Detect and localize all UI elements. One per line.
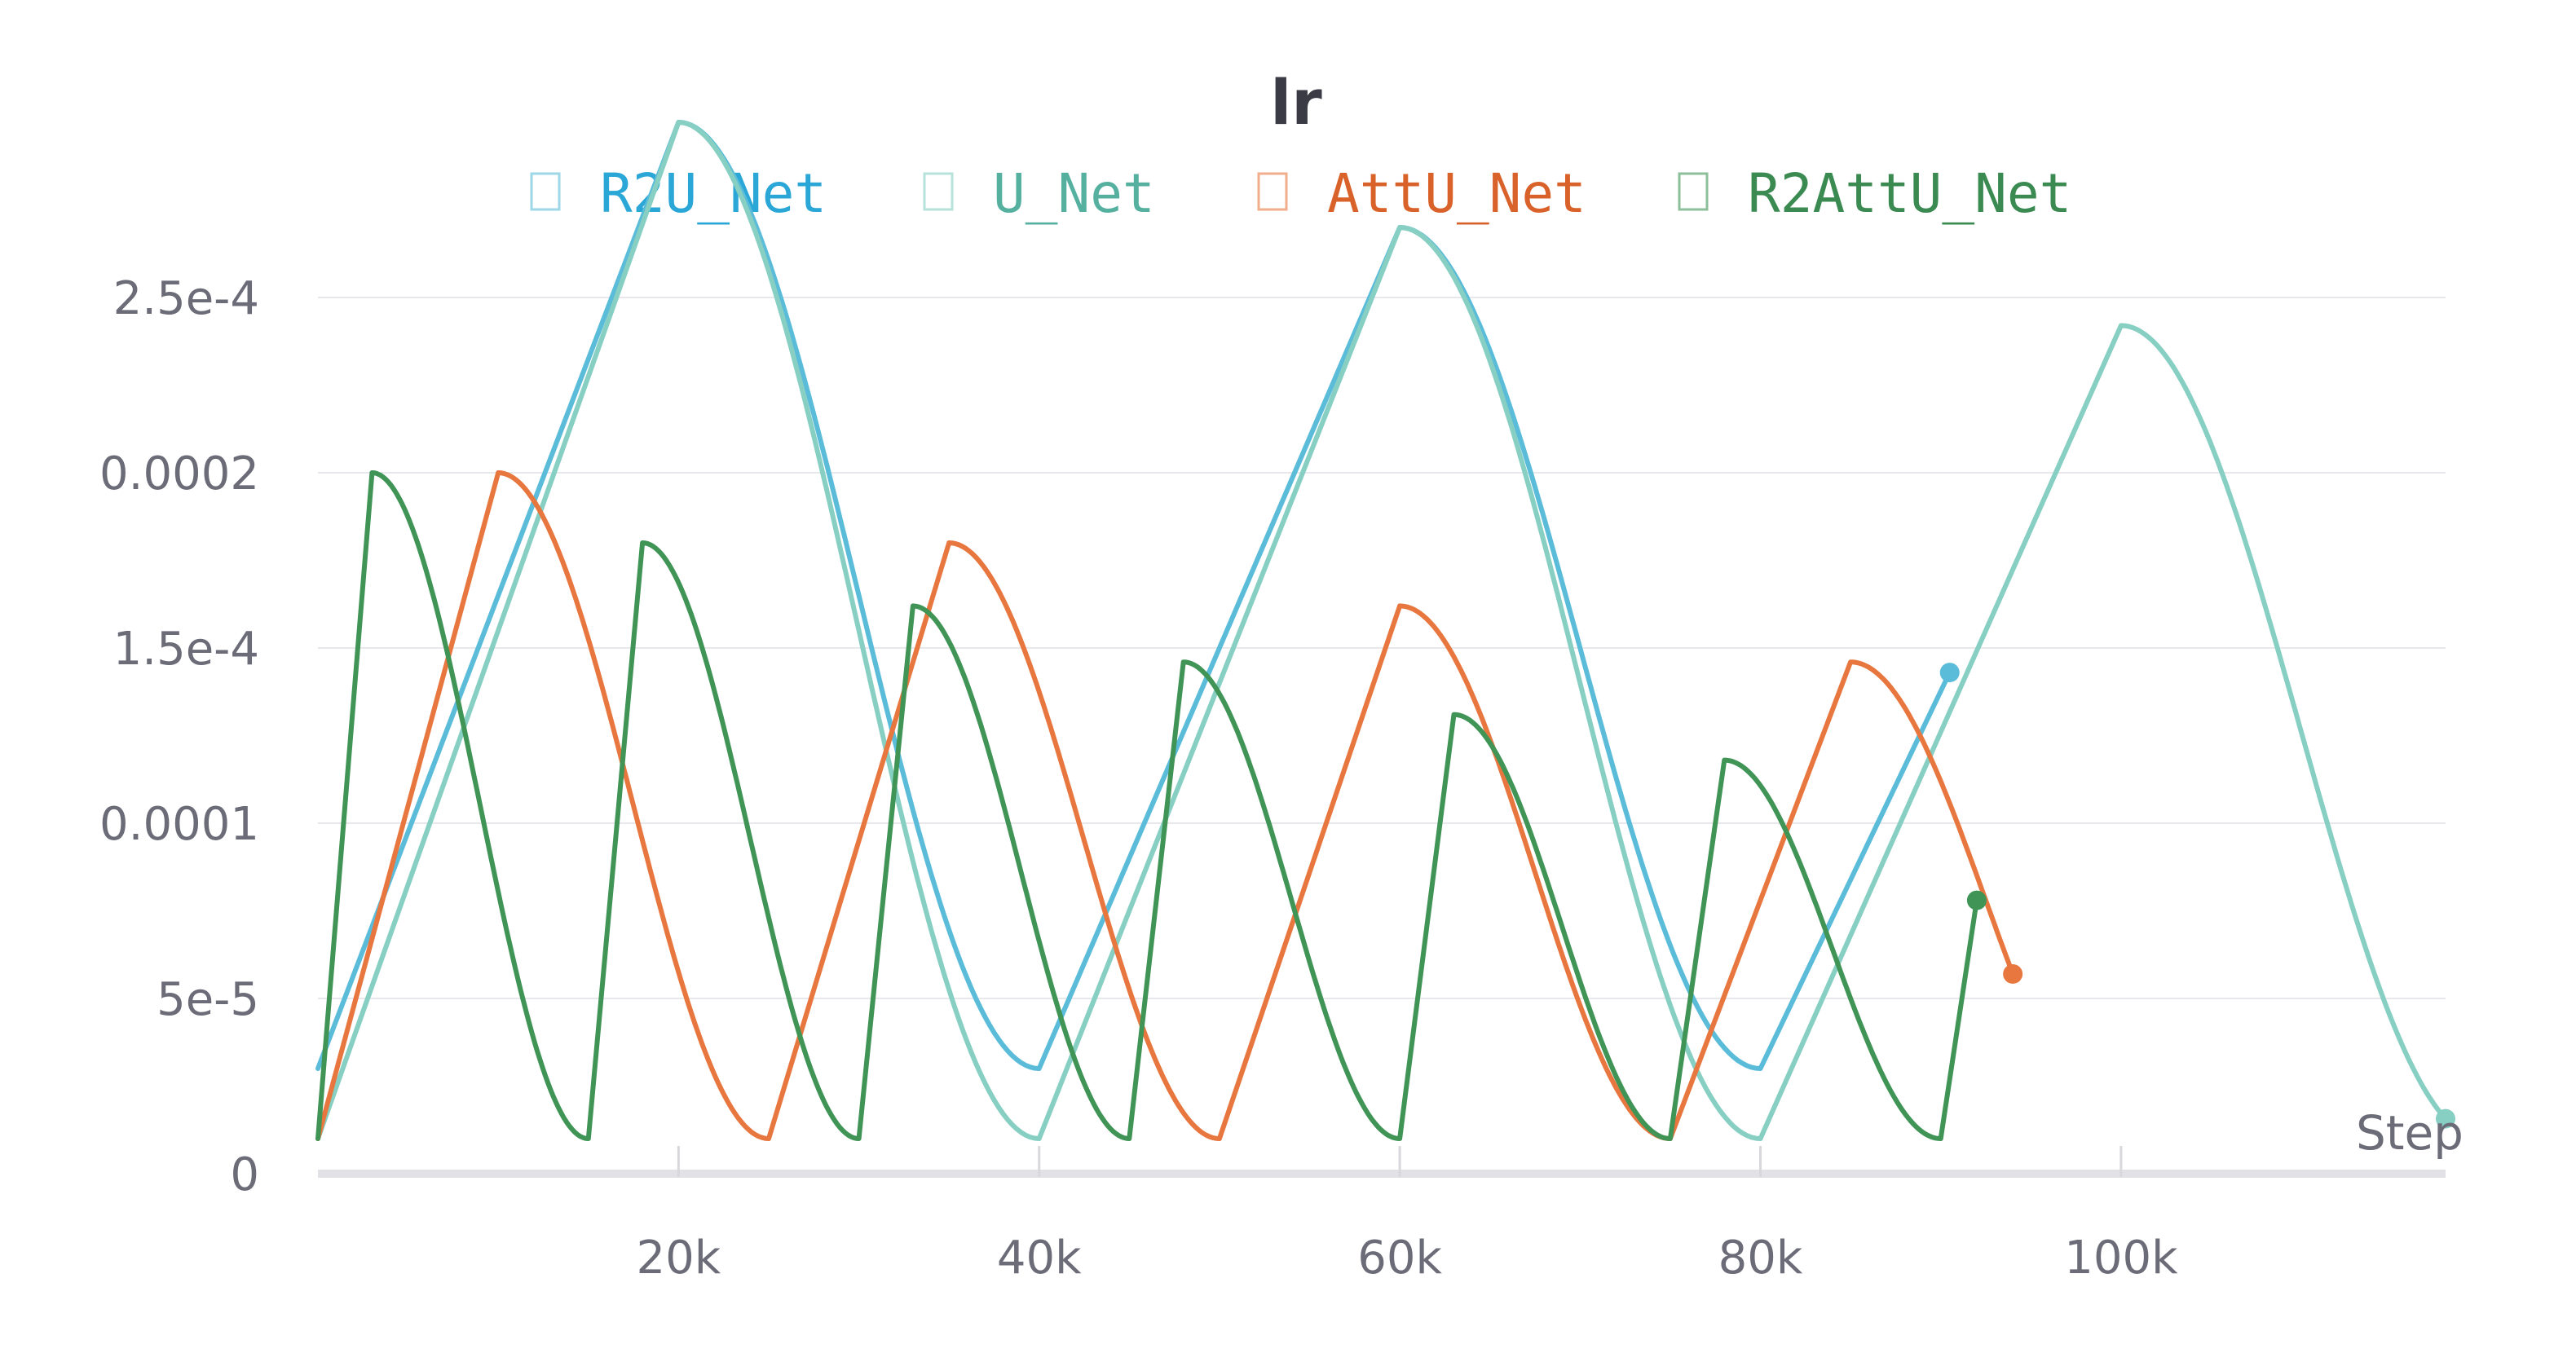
y-tick-label: 5e-5 xyxy=(157,973,259,1026)
legend-label: R2AttU_Net xyxy=(1748,162,2071,225)
x-tick-label: 60k xyxy=(1357,1232,1442,1285)
legend-swatch[interactable] xyxy=(530,172,561,211)
y-tick-label: 0.0002 xyxy=(99,447,259,500)
x-tick-label: 40k xyxy=(997,1232,1082,1285)
series-end-point[interactable] xyxy=(2436,1108,2455,1129)
legend-swatch[interactable] xyxy=(923,172,954,211)
series-end-point[interactable] xyxy=(1939,663,1960,683)
legend-item-attu-net[interactable]: AttU_Net xyxy=(1257,162,1586,225)
y-tick-label: 1.5e-4 xyxy=(113,623,259,676)
y-axis: 0 5e-5 0.0001 1.5e-4 0.0002 2.5e-4 xyxy=(99,272,259,1201)
legend[interactable]: R2U_Net U_Net AttU_Net R2AttU_Net xyxy=(530,162,2071,225)
series-end-point[interactable] xyxy=(1966,890,1987,910)
x-axis: 20k 40k 60k 80k 100k xyxy=(318,1146,2446,1285)
x-tick-label: 20k xyxy=(637,1232,721,1285)
y-tick-label: 0 xyxy=(230,1148,259,1201)
plot-area[interactable] xyxy=(315,120,2455,1141)
legend-swatch[interactable] xyxy=(1257,172,1288,211)
series-line-r2attu-net[interactable] xyxy=(315,470,1979,1141)
legend-swatch[interactable] xyxy=(1678,172,1709,211)
x-tick-label: 100k xyxy=(2064,1232,2178,1285)
y-tick-label: 2.5e-4 xyxy=(113,272,259,325)
series-line-r2u-net[interactable] xyxy=(315,120,1952,1071)
chart-title: lr xyxy=(1270,66,1322,139)
legend-item-r2u-net[interactable]: R2U_Net xyxy=(530,162,827,225)
y-tick-label: 0.0001 xyxy=(99,798,259,851)
y-gridlines xyxy=(318,297,2446,999)
legend-item-u-net[interactable]: U_Net xyxy=(923,162,1155,225)
series-line-u-net[interactable] xyxy=(315,120,2448,1141)
legend-label: AttU_Net xyxy=(1327,162,1586,225)
legend-item-r2attu-net[interactable]: R2AttU_Net xyxy=(1678,162,2071,225)
legend-label: R2U_Net xyxy=(600,162,827,225)
series-line-attu-net[interactable] xyxy=(315,470,2016,1141)
series-end-point[interactable] xyxy=(2003,963,2023,984)
x-axis-label: Step xyxy=(2356,1105,2464,1161)
x-tick-label: 80k xyxy=(1718,1232,1803,1285)
legend-label: U_Net xyxy=(993,162,1155,225)
